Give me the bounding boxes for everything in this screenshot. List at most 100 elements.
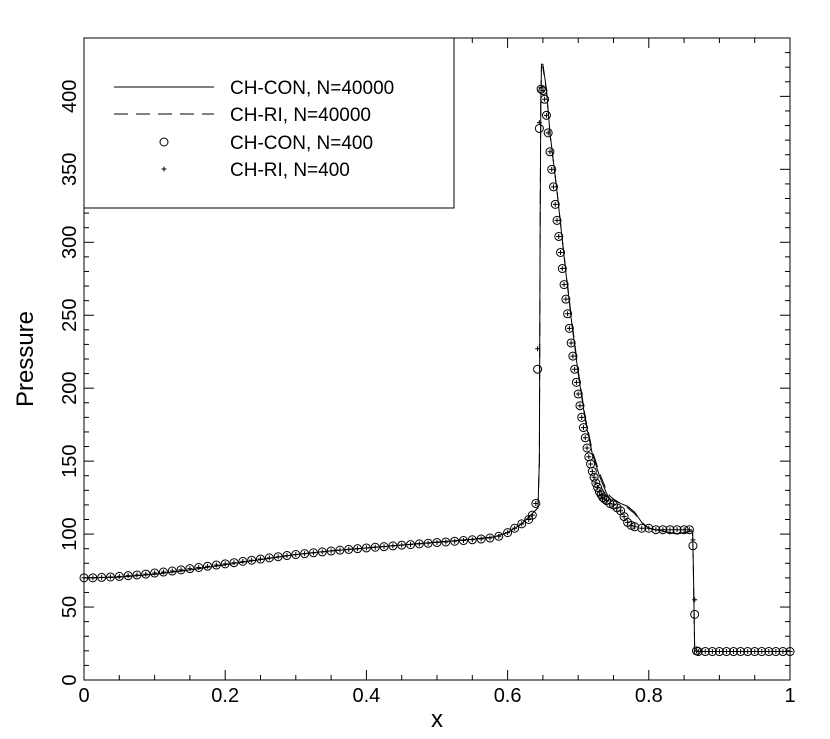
- data-point-circle: [467, 535, 477, 545]
- data-point-circle: [370, 542, 380, 552]
- data-point-circle: [700, 647, 710, 657]
- data-point-plus: [293, 552, 299, 558]
- data-point-plus: [773, 649, 779, 655]
- data-point-circle: [317, 547, 327, 557]
- legend-marker-circle: [159, 137, 169, 147]
- data-point-plus: [581, 425, 586, 431]
- data-point-circle: [238, 556, 248, 566]
- data-point-circle: [672, 525, 682, 535]
- data-point-plus: [566, 325, 572, 331]
- data-point-plus: [213, 562, 219, 568]
- data-point-circle: [582, 443, 592, 453]
- data-point-plus: [552, 201, 558, 207]
- data-point-plus: [529, 512, 535, 518]
- data-point-plus: [586, 454, 592, 460]
- data-point-circle: [150, 568, 160, 578]
- data-point-plus: [205, 563, 211, 569]
- data-point-plus: [169, 568, 175, 574]
- data-point-circle: [587, 466, 597, 476]
- data-point-plus: [399, 542, 405, 548]
- data-point-plus: [222, 561, 228, 567]
- data-point-circle: [566, 338, 576, 348]
- data-point-circle: [344, 544, 354, 554]
- data-point-plus: [731, 649, 737, 655]
- data-point-plus: [505, 530, 511, 536]
- data-point-circle: [326, 546, 336, 556]
- data-point-plus: [565, 311, 571, 317]
- data-point-circle: [414, 539, 424, 549]
- data-point-plus: [107, 574, 113, 580]
- data-point-plus: [178, 567, 184, 573]
- data-point-plus: [579, 414, 585, 420]
- data-point-plus: [621, 514, 627, 520]
- data-point-circle: [729, 647, 739, 657]
- data-point-plus: [573, 379, 579, 385]
- data-point-plus: [543, 112, 549, 118]
- data-point-plus: [752, 649, 758, 655]
- data-point-circle: [736, 647, 746, 657]
- data-point-circle: [406, 540, 416, 550]
- data-point-circle: [563, 309, 573, 319]
- data-point-plus: [547, 149, 553, 155]
- y-tick-label: 0: [59, 674, 81, 685]
- data-point-circle: [575, 401, 585, 411]
- data-point-plus: [545, 130, 551, 136]
- data-point-plus: [625, 519, 631, 525]
- data-point-plus: [469, 537, 475, 543]
- data-point-circle: [458, 536, 468, 546]
- data-point-plus: [266, 555, 272, 561]
- data-point-circle: [282, 551, 292, 561]
- data-point-circle: [361, 543, 371, 553]
- data-point-circle: [577, 412, 587, 422]
- data-point-circle: [561, 294, 571, 304]
- data-point-circle: [388, 541, 398, 551]
- data-point-plus: [646, 525, 652, 531]
- data-point-plus: [302, 551, 308, 557]
- data-point-plus: [319, 549, 325, 555]
- data-point-circle: [573, 389, 583, 399]
- data-point-plus: [240, 558, 246, 564]
- data-point-plus: [766, 649, 772, 655]
- data-point-plus: [355, 546, 361, 552]
- data-point-plus: [542, 96, 548, 102]
- data-point-plus: [416, 541, 422, 547]
- data-point-plus: [618, 508, 624, 514]
- data-point-circle: [651, 525, 661, 535]
- data-point-circle: [757, 647, 767, 657]
- y-tick-label: 100: [59, 517, 81, 550]
- data-point-circle: [308, 548, 318, 558]
- legend-label: CH-RI, N=40000: [230, 105, 371, 126]
- data-point-plus: [116, 573, 122, 579]
- y-tick-label: 50: [59, 596, 81, 618]
- data-point-plus: [134, 572, 140, 578]
- data-point-circle: [379, 542, 389, 552]
- data-point-circle: [132, 570, 142, 580]
- data-point-plus: [372, 544, 378, 550]
- data-point-plus: [549, 166, 555, 172]
- data-point-circle: [423, 538, 433, 548]
- data-point-plus: [686, 527, 692, 533]
- y-tick-label: 300: [59, 226, 81, 259]
- data-point-plus: [570, 353, 576, 359]
- data-point-circle: [432, 538, 442, 548]
- data-point-plus: [591, 474, 597, 480]
- data-point-circle: [637, 523, 647, 533]
- data-point-plus: [588, 461, 594, 467]
- data-point-circle: [552, 215, 562, 225]
- data-point-plus: [738, 649, 744, 655]
- data-point-circle: [517, 519, 527, 529]
- data-point-circle: [353, 544, 363, 554]
- data-point-circle: [105, 572, 115, 582]
- data-point-plus: [152, 570, 158, 576]
- data-point-circle: [527, 510, 537, 520]
- data-point-circle: [291, 550, 301, 560]
- data-point-circle: [543, 128, 553, 138]
- data-point-circle: [450, 536, 460, 546]
- data-point-plus: [702, 649, 708, 655]
- data-point-circle: [707, 647, 717, 657]
- data-point-plus: [563, 296, 569, 302]
- data-point-circle: [510, 523, 520, 533]
- data-point-circle: [545, 147, 555, 157]
- data-point-plus: [346, 546, 352, 552]
- data-point-plus: [554, 217, 560, 223]
